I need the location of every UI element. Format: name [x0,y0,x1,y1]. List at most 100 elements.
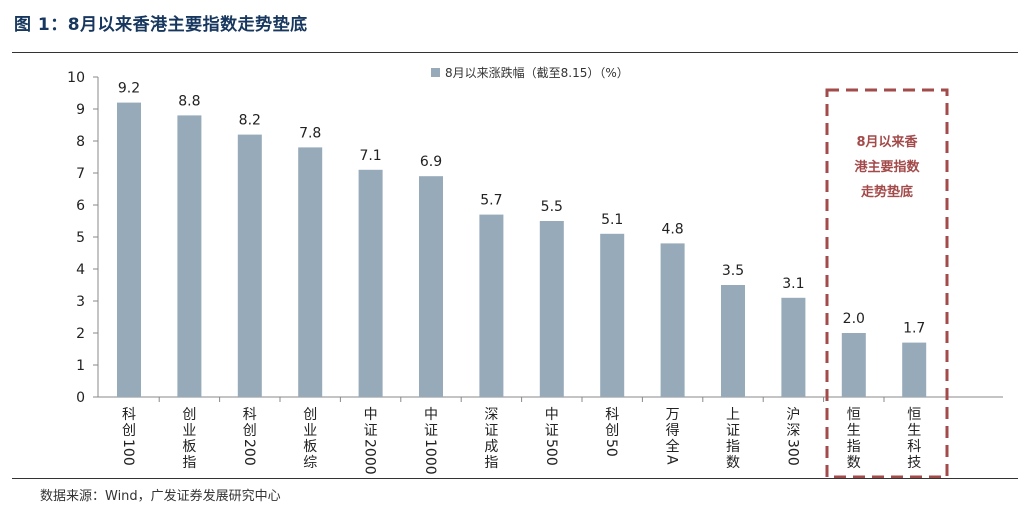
data-label: 1.7 [903,321,925,337]
x-tick-label-part: 创 [122,423,136,439]
x-tick-label-part: 恒 [847,407,861,423]
x-tick-label-part: 200 [241,439,257,466]
legend-swatch [431,68,440,77]
x-tick-label-part: 中 [545,407,559,423]
y-tick-label: 5 [76,230,85,246]
data-label: 7.8 [299,125,321,141]
data-label: 3.5 [722,263,744,279]
data-label: 3.1 [782,276,804,292]
y-tick-label: 10 [67,70,85,86]
bar [660,243,685,397]
y-tick-label: 1 [76,358,85,374]
x-tick-label-part: 深 [786,423,800,439]
x-tick-label-part: 恒 [907,407,921,423]
legend: 8月以来涨跌幅（截至8.15）（%） [431,65,629,80]
x-tick-label-part: 50 [603,439,619,457]
data-label: 2.0 [843,311,865,327]
y-tick-label: 9 [76,102,85,118]
x-tick-label-part: 100 [120,439,136,466]
data-label: 7.1 [359,148,381,164]
x-tick-label-part: 综 [303,455,317,471]
x-tick-label-part: 板 [182,439,196,455]
x-tick-label-part: 科 [605,407,619,423]
x-tick-label-part: 科 [907,439,921,455]
bar [358,169,383,397]
legend-label: 8月以来涨跌幅（截至8.15）（%） [445,65,629,80]
x-tick-label-part: 万 [666,407,680,423]
data-label: 5.7 [480,193,502,209]
x-tick-label-part: 创 [182,407,196,423]
bar [298,147,323,397]
data-label: 6.9 [420,154,442,170]
x-tick-label-part: 沪 [786,407,800,423]
x-tick-label-part: 数 [726,455,740,471]
x-tick-label-part: 指 [726,439,740,455]
x-tick-label-part: 1000 [422,439,438,475]
bar [237,134,262,397]
bar [479,214,504,397]
x-tick-label-part: 证 [545,423,559,439]
x-tick-label-part: 科 [243,407,257,423]
data-label: 8.8 [178,93,200,109]
x-tick-label-part: 生 [847,423,861,439]
bar [600,233,625,397]
bar [539,221,564,397]
y-tick-label: 3 [76,294,85,310]
data-label: 4.8 [661,221,683,237]
data-label: 5.1 [601,212,623,228]
data-label: 9.2 [118,81,140,97]
data-label: 8.2 [239,113,261,129]
bar [841,333,866,397]
bar [781,297,806,397]
bar [902,342,927,397]
x-tick-label-part: 创 [243,423,257,439]
x-tick-label-part: 创 [605,423,619,439]
x-tick-label-part: 得 [666,422,680,439]
y-tick-label: 6 [76,198,85,214]
x-tick-label-part: 生 [907,423,921,439]
y-axis: 0 1 2 3 4 5 6 7 8 9 10 [67,70,99,406]
annotation-line-2: 港主要指数 [854,159,920,175]
x-tick-label-part: 指 [182,455,196,471]
x-tick-label-part: 深 [484,407,498,423]
data-label: 5.5 [541,199,563,215]
bar [419,176,443,397]
x-tick-label-part: 技 [907,455,921,471]
figure-title: 图 1：8月以来香港主要指数走势垫底 [14,15,308,35]
y-tick-label: 8 [76,134,85,150]
x-tick-label-part: 证 [364,423,378,439]
source-note: 数据来源：Wind，广发证券发展研究中心 [40,489,281,504]
x-tick-label-part: 成 [484,439,498,455]
bars: 9.2 8.8 8.2 7.8 7.1 6.9 5.7 5.5 5.1 4.8 3.5 3.1 2.0 1… [117,81,927,398]
bar [117,102,141,397]
bar [177,115,202,398]
x-tick-label-part: 证 [726,423,740,439]
x-tick-label-part: 2000 [362,439,378,475]
x-tick-label-part: 指 [484,455,498,471]
x-tick-label-part: 业 [303,423,317,439]
bar [721,285,745,397]
y-tick-label: 0 [76,390,85,406]
x-tick-label-part: 500 [543,439,559,466]
x-tick-label-part: 板 [303,439,317,455]
y-tick-label: 2 [76,326,85,342]
y-tick-label: 7 [76,166,85,182]
bottom-rule [12,478,1018,479]
x-tick-label-part: 中 [364,407,378,423]
highlight-dashed-box [825,88,949,478]
top-rule [12,52,1018,53]
